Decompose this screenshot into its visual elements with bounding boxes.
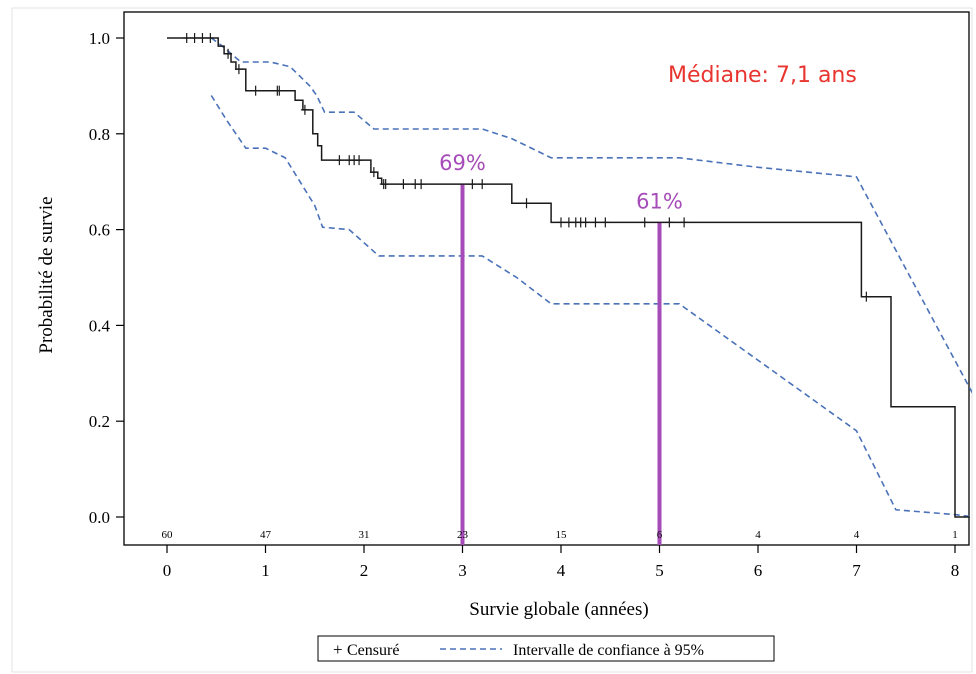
y-tick-label: 0.8 xyxy=(89,125,110,144)
censored-mark xyxy=(198,33,207,43)
y-tick-label: 1.0 xyxy=(89,29,110,48)
censored-mark xyxy=(680,217,689,228)
x-tick-label: 4 xyxy=(557,561,566,580)
censored-mark xyxy=(557,217,565,228)
censored-mark xyxy=(468,179,477,190)
at-risk-count: 23 xyxy=(457,529,469,541)
censored-mark xyxy=(190,33,199,43)
censored-mark xyxy=(564,217,573,228)
censored-mark xyxy=(355,155,364,166)
x-axis-title: Survie globale (années) xyxy=(469,599,648,620)
x-tick-label: 5 xyxy=(655,561,664,580)
censored-mark xyxy=(862,291,871,302)
y-tick-label: 0.0 xyxy=(89,508,110,527)
y-axis-title: Probabilité de survie xyxy=(36,196,57,353)
censored-mark xyxy=(224,48,233,59)
x-tick-label: 6 xyxy=(754,561,763,580)
at-risk-count: 4 xyxy=(755,529,761,541)
ci-upper-line xyxy=(210,37,972,394)
at-risk-count: 15 xyxy=(556,529,568,541)
censored-mark xyxy=(275,85,284,96)
censored-mark xyxy=(234,64,243,75)
median-annotation: Médiane: 7,1 ans xyxy=(668,63,857,88)
legend-censored-label: Censuré xyxy=(347,642,399,659)
survival-curve xyxy=(167,37,970,518)
y-tick-label: 0.2 xyxy=(89,412,110,431)
legend-censored-symbol: + xyxy=(333,640,343,659)
censored-mark xyxy=(601,217,610,228)
censored-mark xyxy=(381,179,390,190)
y-tick-label: 0.6 xyxy=(89,221,110,240)
image-border xyxy=(11,7,973,673)
censored-mark xyxy=(206,33,215,43)
censored-mark xyxy=(369,167,378,178)
censored-mark xyxy=(399,179,408,190)
censored-mark xyxy=(335,155,344,166)
censored-mark xyxy=(522,198,531,209)
at-risk-count: 47 xyxy=(260,529,272,541)
y-tick-label: 0.4 xyxy=(89,316,111,335)
censored-mark xyxy=(665,217,674,228)
marker-label-3-years: 69% xyxy=(439,151,486,175)
at-risk-count: 31 xyxy=(359,529,370,541)
x-tick-label: 8 xyxy=(951,561,960,580)
censored-mark xyxy=(251,85,260,96)
censored-mark xyxy=(640,217,649,228)
censored-mark xyxy=(581,217,590,228)
x-tick-label: 2 xyxy=(360,561,369,580)
censored-mark xyxy=(300,104,309,115)
censored-mark xyxy=(417,179,426,190)
censored-mark xyxy=(478,179,487,190)
x-tick-label: 7 xyxy=(852,561,861,580)
at-risk-count: 4 xyxy=(854,529,860,541)
at-risk-count: 1 xyxy=(952,529,958,541)
legend-box xyxy=(317,635,775,662)
censored-mark xyxy=(182,33,191,43)
at-risk-count: 6 xyxy=(657,529,663,541)
x-tick-label: 3 xyxy=(458,561,467,580)
ci-lower-line xyxy=(210,95,972,518)
at-risk-count: 60 xyxy=(162,529,174,541)
legend: + Censuré Intervalle de confiance à 95% xyxy=(317,635,775,662)
plot-frame xyxy=(123,11,970,546)
x-tick-label: 0 xyxy=(163,561,172,580)
x-tick-label: 1 xyxy=(261,561,270,580)
legend-ci-label: Intervalle de confiance à 95% xyxy=(513,642,704,659)
censored-mark xyxy=(591,217,600,228)
marker-label-5-years: 61% xyxy=(636,189,683,213)
